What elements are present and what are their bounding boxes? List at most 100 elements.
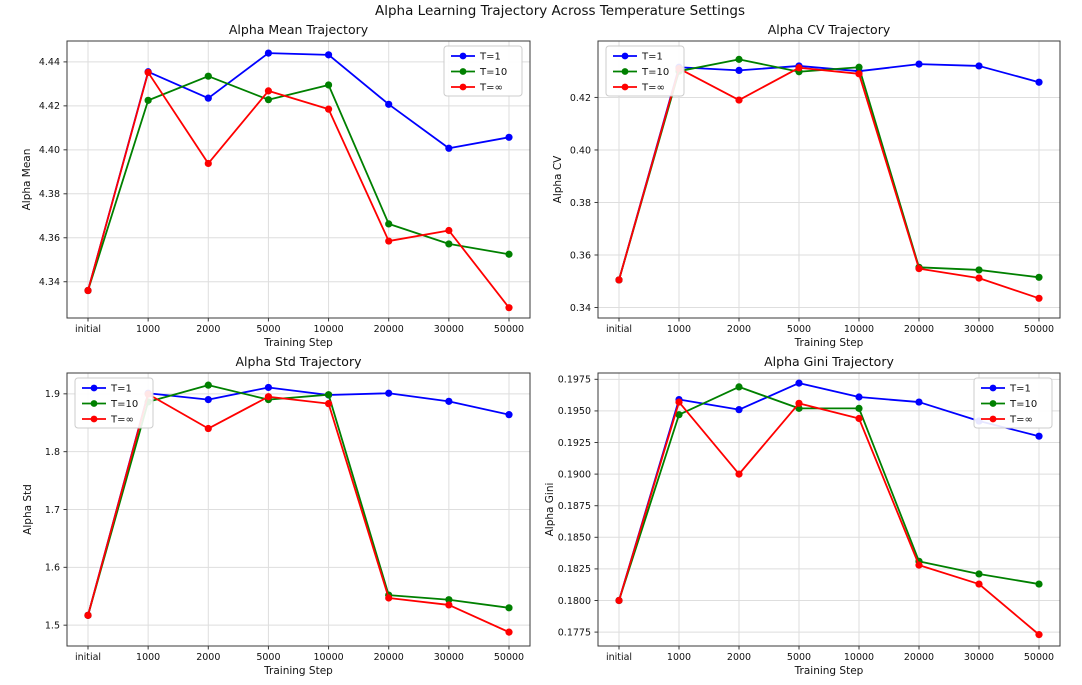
x-axis-label: Training Step (794, 665, 864, 677)
data-point-marker (915, 265, 923, 273)
y-tick-label: 0.1825 (558, 564, 591, 575)
data-point-marker (735, 55, 743, 63)
y-tick-label: 0.1950 (558, 406, 591, 417)
chart-title: Alpha Gini Trajectory (764, 354, 894, 369)
plot-spines (597, 372, 1061, 647)
data-point-marker (445, 601, 453, 609)
y-tick-label: 0.38 (570, 198, 591, 209)
axis-ticks: initial 1000 2000 5000 10000 20000 30000 50000 1… (45, 389, 524, 663)
data-point-marker (1035, 294, 1043, 302)
axis-ticks: initial 1000 2000 5000 10000 20000 30000 50000 0… (570, 93, 1054, 335)
data-point-marker (855, 404, 863, 412)
y-tick-label: 4.44 (39, 57, 60, 68)
data-point-marker (915, 398, 923, 406)
plot-spines (66, 40, 531, 319)
legend-sample-marker (459, 52, 467, 60)
data-point-marker (505, 628, 513, 636)
x-tick-label: 30000 (434, 652, 464, 663)
x-axis-label: Training Step (263, 337, 333, 349)
y-tick-label: 0.1925 (558, 438, 591, 449)
chart-title: Alpha Std Trajectory (236, 354, 363, 369)
series-line (618, 63, 1040, 281)
y-tick-label: 4.36 (39, 233, 60, 244)
x-tick-label: 50000 (1024, 652, 1054, 663)
x-tick-label: 2000 (196, 324, 220, 335)
chart-alpha-gini: initial 1000 2000 5000 10000 20000 30000 50000 0… (544, 354, 1061, 677)
data-point-marker (675, 411, 683, 419)
legend-label: T=10 (110, 399, 138, 410)
series-line (618, 386, 1040, 601)
series-line (87, 71, 510, 309)
data-point-marker (915, 60, 923, 68)
data-point-marker (264, 87, 273, 95)
x-tick-label: initial (606, 324, 632, 335)
legend-sample-marker (459, 68, 467, 75)
y-tick-label: 0.1875 (558, 501, 591, 512)
legend-sample-marker (90, 415, 98, 423)
y-tick-label: 0.1850 (558, 533, 591, 544)
data-point-marker (204, 424, 212, 433)
data-point-marker (1035, 631, 1043, 639)
data-point-marker (735, 66, 743, 75)
x-tick-label: 10000 (844, 652, 874, 663)
x-tick-label: 30000 (964, 652, 994, 663)
data-point-marker (975, 62, 983, 70)
legend-sample-marker (621, 83, 629, 91)
legend-sample-marker (90, 400, 98, 407)
x-tick-label: 20000 (374, 324, 404, 335)
y-tick-label: 4.34 (39, 277, 60, 288)
x-axis-label: Training Step (794, 337, 864, 349)
y-tick-label: 4.40 (39, 145, 60, 156)
data-point-marker (204, 159, 212, 168)
x-tick-label: 1000 (136, 324, 160, 335)
figure-title: Alpha Learning Trajectory Across Tempera… (375, 3, 745, 19)
legend-label: T=∞ (641, 82, 665, 93)
series-line (87, 75, 510, 291)
y-tick-label: 0.1900 (558, 469, 591, 480)
y-tick-label: 1.6 (45, 563, 60, 574)
data-point-marker (84, 286, 92, 295)
data-point-marker (675, 398, 683, 406)
data-point-marker (385, 220, 393, 228)
legend-sample-marker (989, 400, 997, 407)
data-point-marker (445, 596, 453, 604)
x-tick-label: initial (75, 324, 101, 335)
data-point-marker (204, 381, 212, 389)
legend-label: T=1 (1009, 383, 1031, 394)
legend-label: T=1 (110, 383, 132, 394)
data-point-marker (735, 383, 743, 391)
data-point-marker (855, 63, 863, 71)
data-point-marker (505, 250, 513, 258)
y-axis-label: Alpha Std (22, 484, 34, 535)
axis-ticks: initial 1000 2000 5000 10000 20000 30000 50000 0… (558, 375, 1054, 663)
x-tick-label: 1000 (136, 652, 160, 663)
x-tick-label: 5000 (256, 324, 280, 335)
x-tick-label: 30000 (434, 324, 464, 335)
data-point-marker (324, 400, 333, 408)
data-point-marker (324, 391, 333, 399)
y-tick-label: 1.7 (45, 505, 60, 516)
x-tick-label: 30000 (964, 324, 994, 335)
y-tick-label: 1.5 (45, 620, 60, 631)
chart-alpha-mean: initial 1000 2000 5000 10000 20000 30000 50000 4… (21, 22, 531, 349)
chart-alpha-std: initial 1000 2000 5000 10000 20000 30000 50000 1… (22, 354, 531, 677)
y-tick-label: 4.38 (39, 189, 60, 200)
data-point-marker (615, 596, 623, 605)
y-tick-label: 0.40 (570, 145, 591, 156)
y-tick-label: 0.1800 (558, 596, 591, 607)
legend: T=1 T=10 T=∞ (74, 377, 154, 429)
data-point-marker (855, 393, 863, 401)
x-tick-label: 1000 (667, 324, 691, 335)
legend-sample-marker (989, 415, 997, 423)
x-tick-label: 20000 (904, 652, 934, 663)
data-point-marker (324, 105, 333, 113)
data-point-marker (144, 96, 152, 104)
data-point-marker (445, 226, 453, 235)
data-point-marker (505, 604, 513, 612)
data-point-marker (264, 49, 273, 57)
data-point-marker (1035, 78, 1043, 86)
data-point-marker (144, 68, 152, 77)
series-line (618, 401, 1040, 636)
x-axis-label: Training Step (263, 665, 333, 677)
legend: T=1 T=10 T=∞ (605, 45, 685, 97)
